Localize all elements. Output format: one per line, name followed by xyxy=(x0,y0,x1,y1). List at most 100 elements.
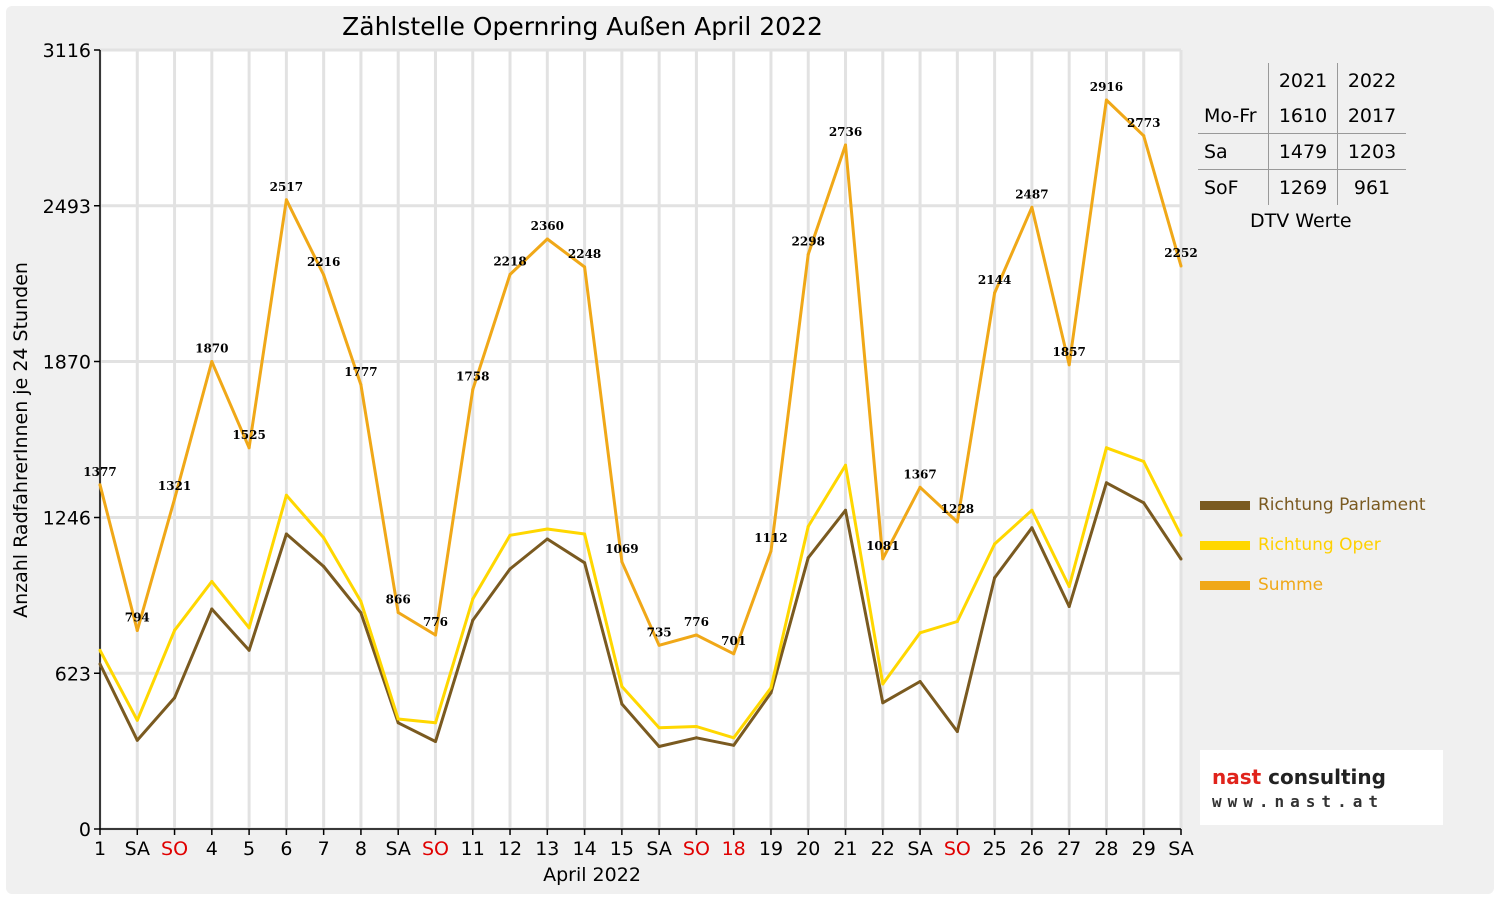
dtv-row-sa: Sa 1479 1203 xyxy=(1198,133,1406,170)
data-point xyxy=(98,662,102,666)
company-logo: nast consulting www.nast.at xyxy=(1200,750,1443,825)
data-label: 2252 xyxy=(1164,246,1197,260)
data-point xyxy=(1104,98,1108,102)
dtv-year-2022: 2022 xyxy=(1337,63,1406,98)
data-point xyxy=(1030,526,1034,530)
data-point xyxy=(881,682,885,686)
series-layer xyxy=(98,98,1183,748)
data-point xyxy=(210,580,214,583)
data-point xyxy=(918,680,922,683)
data-point xyxy=(844,508,848,512)
x-tick-label: 25 xyxy=(983,838,1007,860)
data-point xyxy=(508,567,512,571)
dtv-value: 1610 xyxy=(1268,98,1338,134)
data-label: 2773 xyxy=(1127,116,1160,130)
data-label: 735 xyxy=(647,625,672,639)
dtv-value: 961 xyxy=(1337,169,1406,205)
legend-item-summe: Summe xyxy=(1200,574,1323,596)
x-tick-label: 1 xyxy=(94,838,106,860)
grid-layer xyxy=(98,48,1183,831)
data-point xyxy=(583,532,587,536)
y-tick-label: 3116 xyxy=(43,40,91,62)
x-tick-label: 14 xyxy=(572,838,596,860)
data-point xyxy=(508,533,512,537)
data-point xyxy=(769,691,773,695)
data-point xyxy=(657,643,661,647)
dtv-value: 1269 xyxy=(1268,169,1338,205)
data-point xyxy=(918,485,922,489)
logo-url: www.nast.at xyxy=(1212,792,1384,811)
x-tick-label: 27 xyxy=(1057,838,1081,860)
data-label: 1228 xyxy=(941,502,974,516)
x-tick-label: 21 xyxy=(833,838,857,860)
data-point xyxy=(545,537,549,541)
data-point xyxy=(694,725,698,728)
x-tick-label: 8 xyxy=(355,838,367,860)
data-point xyxy=(620,702,624,706)
data-label: 1321 xyxy=(158,479,191,493)
data-point xyxy=(1030,205,1034,209)
data-point xyxy=(1104,446,1108,450)
data-label: 794 xyxy=(125,611,150,625)
legend-label: Richtung Parlament xyxy=(1258,495,1426,515)
x-tick-label: SO xyxy=(161,838,188,860)
data-point xyxy=(993,291,997,295)
dtv-row-mofr: Mo-Fr 1610 2017 xyxy=(1198,98,1406,134)
data-point xyxy=(471,388,475,391)
dtv-corner-cell xyxy=(1198,63,1269,98)
data-point xyxy=(433,633,437,637)
data-point xyxy=(881,701,885,705)
data-point xyxy=(955,520,959,524)
data-point xyxy=(98,648,102,652)
x-tick-label: SA xyxy=(1168,838,1193,860)
data-point xyxy=(135,629,139,632)
data-point xyxy=(471,618,475,622)
y-tick-label: 623 xyxy=(55,663,91,685)
chart-title: Zählstelle Opernring Außen April 2022 xyxy=(342,12,823,41)
data-point xyxy=(806,556,810,560)
data-label: 2916 xyxy=(1090,80,1123,94)
series-line-1 xyxy=(98,446,1183,740)
data-point xyxy=(284,198,288,202)
legend-swatch xyxy=(1200,580,1250,590)
data-point xyxy=(1067,605,1071,608)
data-point xyxy=(359,383,363,387)
data-point xyxy=(993,542,997,546)
data-point xyxy=(322,565,326,568)
data-label: 2736 xyxy=(829,125,862,139)
data-point xyxy=(732,743,736,747)
data-point xyxy=(620,560,624,564)
x-tick-label: 18 xyxy=(722,838,746,860)
data-point xyxy=(769,549,773,553)
y-tick-label: 0 xyxy=(79,819,91,841)
data-point xyxy=(844,463,848,467)
series-line-2 xyxy=(98,98,1183,656)
dtv-row-label: Sa xyxy=(1204,140,1228,163)
data-point xyxy=(359,600,363,603)
data-label: 2517 xyxy=(270,180,303,194)
data-point xyxy=(583,265,587,269)
legend-swatch xyxy=(1200,500,1250,510)
legend-item-parlament: Richtung Parlament xyxy=(1200,494,1426,516)
data-point xyxy=(1142,134,1146,138)
data-label: 1777 xyxy=(344,365,377,379)
dtv-row-label: Mo-Fr xyxy=(1198,98,1269,134)
data-point xyxy=(396,721,400,725)
data-point xyxy=(396,717,400,721)
data-label: 2216 xyxy=(307,255,340,269)
data-label: 1112 xyxy=(754,531,787,545)
dtv-table: 2021 2022 Mo-Fr 1610 2017 Sa 1479 1203 S… xyxy=(1198,63,1406,205)
data-point xyxy=(806,525,810,528)
data-label: 2487 xyxy=(1015,187,1048,201)
data-point xyxy=(210,607,214,611)
legend-label: Richtung Oper xyxy=(1258,535,1381,555)
data-point xyxy=(769,686,773,690)
data-point xyxy=(881,557,885,561)
x-tick-label: SA xyxy=(646,838,671,860)
data-label: 1377 xyxy=(83,465,116,479)
data-label: 1367 xyxy=(903,467,936,481)
y-axis-label: Anzahl RadfahrerInnen je 24 Stunden xyxy=(10,262,32,618)
data-point xyxy=(247,446,251,450)
data-point xyxy=(433,740,437,743)
data-point xyxy=(694,736,698,740)
